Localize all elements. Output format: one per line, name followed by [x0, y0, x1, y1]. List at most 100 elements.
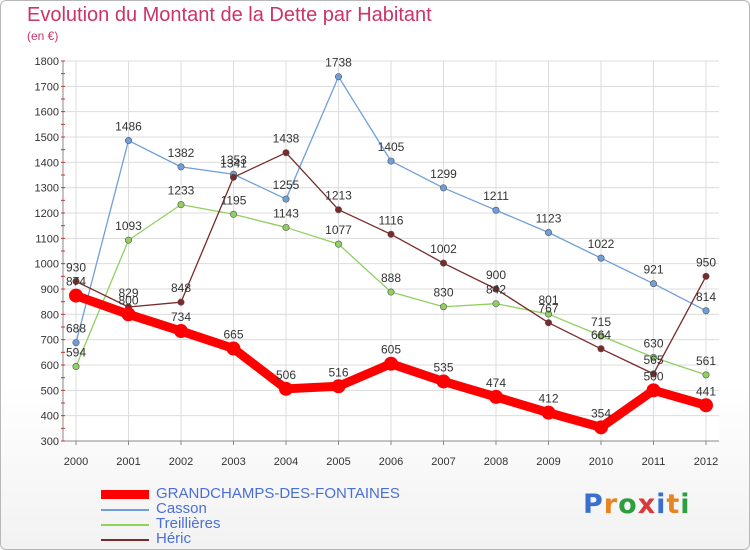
data-point	[439, 184, 447, 192]
data-point	[230, 173, 238, 181]
data-point	[699, 398, 713, 413]
data-label: 1233	[168, 184, 195, 198]
data-point	[489, 389, 503, 404]
data-label: 535	[433, 360, 453, 374]
x-tick-label: 2000	[64, 456, 88, 468]
data-point	[72, 363, 80, 371]
data-point	[72, 277, 80, 285]
data-label: 561	[696, 354, 716, 368]
legend-label: Treillières	[156, 515, 221, 532]
data-label: 1353	[220, 153, 247, 167]
data-point	[594, 420, 608, 435]
data-label: 665	[223, 328, 243, 342]
data-point	[177, 163, 185, 171]
data-label: 1382	[168, 146, 195, 160]
data-point	[72, 339, 80, 347]
x-tick-label: 2007	[431, 456, 455, 468]
data-point	[282, 149, 290, 157]
y-tick-label: 400	[41, 411, 59, 423]
chart-subtitle: (en €)	[27, 29, 59, 43]
data-label: 1116	[379, 213, 404, 227]
data-label: 800	[118, 293, 138, 307]
data-point	[597, 254, 605, 262]
legend-label: Casson	[156, 500, 207, 517]
data-point	[649, 353, 657, 361]
x-tick-label: 2002	[169, 456, 193, 468]
x-tick-label: 2004	[274, 456, 298, 468]
y-tick-label: 1000	[35, 259, 59, 271]
data-point	[492, 300, 500, 308]
data-label: 734	[171, 310, 191, 324]
data-point	[387, 230, 395, 238]
data-label: 848	[171, 281, 191, 295]
data-label: 1093	[115, 219, 142, 233]
data-label: 842	[486, 283, 506, 297]
legend-swatch	[101, 539, 149, 541]
legend-swatch	[101, 509, 149, 511]
y-tick-label: 1400	[35, 157, 59, 169]
data-point	[121, 307, 136, 322]
legend-label: GRANDCHAMPS-DES-FONTAINES	[156, 485, 400, 502]
data-point	[544, 310, 552, 318]
data-point	[69, 288, 83, 303]
data-point	[702, 272, 710, 280]
y-tick-label: 1600	[35, 107, 59, 119]
data-point	[387, 288, 395, 296]
data-point	[541, 405, 556, 420]
data-label: 605	[381, 343, 401, 357]
data-point	[544, 319, 552, 327]
x-tick-label: 2001	[116, 456, 140, 468]
data-label: 830	[433, 286, 453, 300]
data-label: 1077	[325, 223, 352, 237]
data-point	[387, 157, 395, 165]
data-point	[439, 259, 447, 267]
y-tick-label: 600	[41, 360, 59, 372]
data-label: 506	[276, 368, 296, 382]
x-tick-label: 2003	[221, 456, 245, 468]
x-tick-label: 2006	[379, 456, 403, 468]
data-point	[597, 345, 605, 353]
data-label: 412	[538, 392, 558, 406]
x-tick-label: 2005	[326, 456, 350, 468]
data-label: 594	[66, 346, 86, 360]
data-label: 1738	[325, 56, 352, 70]
data-label: 688	[66, 322, 86, 336]
data-point	[334, 73, 342, 81]
data-point	[279, 381, 293, 396]
data-label: 829	[118, 286, 138, 300]
x-tick-label: 2010	[589, 456, 613, 468]
data-label: 921	[643, 263, 663, 277]
data-label: 715	[591, 315, 611, 329]
y-tick-label: 900	[41, 284, 59, 296]
data-point	[282, 195, 290, 203]
data-label: 888	[381, 271, 401, 285]
data-point	[702, 307, 710, 315]
y-tick-label: 500	[41, 385, 59, 397]
proxiti-logo: Proxiti	[583, 489, 691, 520]
data-label: 900	[486, 268, 506, 282]
data-point	[226, 341, 241, 356]
data-label: 1341	[220, 156, 247, 170]
data-label: 500	[643, 369, 663, 383]
data-point	[334, 240, 342, 248]
data-point	[177, 298, 185, 306]
y-tick-label: 300	[41, 436, 59, 448]
data-point	[597, 332, 605, 340]
data-label: 441	[696, 384, 716, 398]
data-point	[649, 280, 657, 288]
data-label: 1486	[115, 120, 142, 134]
data-label: 874	[66, 275, 86, 289]
data-label: 1211	[483, 189, 509, 203]
data-point	[177, 201, 185, 209]
legend-swatch	[101, 490, 149, 499]
y-tick-label: 1700	[35, 81, 59, 93]
data-label: 474	[486, 376, 506, 390]
x-tick-label: 2009	[536, 456, 560, 468]
data-point	[544, 229, 552, 237]
data-point	[439, 303, 447, 311]
data-label: 950	[696, 255, 716, 269]
data-label: 1195	[221, 193, 247, 207]
data-label: 1002	[430, 242, 457, 256]
